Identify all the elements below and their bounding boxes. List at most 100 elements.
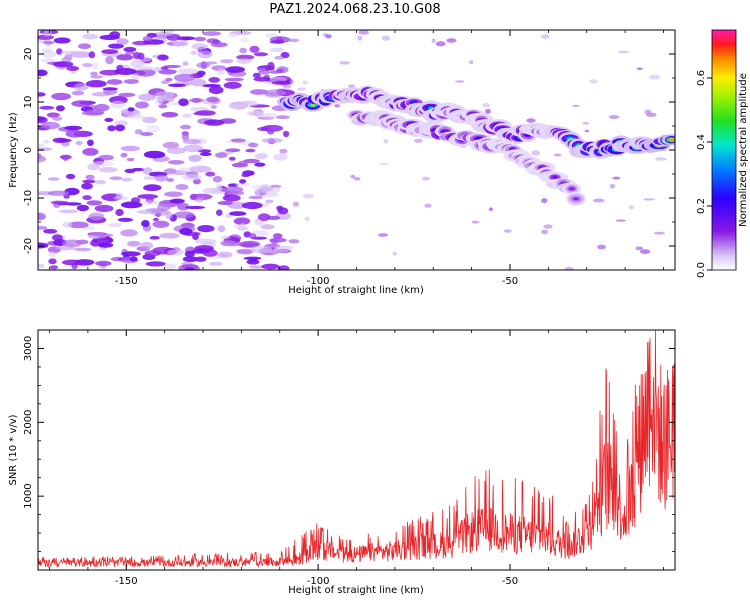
noise-blob [217,225,226,233]
noise-blob [137,194,158,199]
noise-blob [253,76,271,82]
noise-blob [217,68,225,76]
noise-blob [110,100,125,109]
noise-blob [52,116,63,121]
noise-blob [154,98,164,106]
faint-speckle [648,74,661,80]
faint-speckle [589,79,598,84]
faint-speckle [297,87,306,91]
faint-speckle [381,35,391,41]
noise-blob [181,133,190,141]
noise-blob [182,113,192,118]
noise-blob [82,179,96,184]
noise-blob [250,89,269,95]
noise-blob [236,58,252,64]
noise-blob [60,50,82,55]
noise-blob [216,183,223,192]
noise-blob [249,45,260,53]
noise-blob [164,263,177,270]
noise-blob [182,174,202,181]
noise-blob [217,201,233,205]
noise-blob [264,89,287,96]
noise-blob [115,192,124,199]
noise-blob [164,191,183,197]
noise-blob [73,247,92,252]
noise-blob [120,145,141,152]
noise-blob [42,50,57,58]
faint-speckle [553,153,562,157]
noise-blob [72,90,84,96]
noise-blob [135,68,156,77]
noise-blob [38,212,46,221]
noise-blob [98,166,118,173]
faint-speckle [635,246,643,251]
noise-blob [282,130,290,138]
noise-blob [151,32,173,37]
noise-blob [142,36,153,42]
noise-blob [124,51,135,55]
snr-y-label: SNR (10 * v/v) [8,414,19,485]
noise-blob [120,229,138,237]
y-tick-label: 3000 [23,336,34,361]
faint-speckle [526,118,536,123]
noise-blob [38,263,45,269]
noise-blob [254,162,266,167]
noise-blob [191,43,208,50]
noise-blob [166,178,175,182]
noise-blob [146,125,160,133]
noise-blob [179,227,193,236]
faint-speckle [383,139,389,144]
noise-blob [196,62,211,69]
noise-blob [104,117,114,122]
x-tick-label: -50 [502,576,518,587]
noise-blob [157,202,172,211]
x-tick-label: -100 [307,576,330,587]
noise-blob [271,186,280,193]
noise-blob [116,54,134,61]
noise-blob [134,129,143,135]
colorbar-gradient [711,29,737,271]
noise-blob [282,84,292,89]
noise-blob [261,124,284,132]
noise-blob [221,186,244,194]
noise-blob [82,148,99,156]
noise-blob [114,124,126,132]
noise-blob [168,83,186,88]
y-tick-label: 1000 [23,483,34,508]
noise-blob [193,111,210,116]
faint-speckle [302,193,315,199]
noise-blob [140,200,159,205]
noise-blob [202,187,221,194]
noise-blob [160,66,169,70]
noise-blob [71,100,92,107]
noise-blob [230,138,246,143]
faint-speckle [358,30,370,35]
snr-plot-area [38,330,675,568]
noise-blob [39,105,55,110]
noise-blob [81,110,104,116]
colorbar-tick-label: 0.6 [696,70,707,86]
faint-speckle [414,138,423,143]
faint-speckle [469,60,474,65]
noise-blob [169,198,185,204]
noise-blob [98,154,114,161]
noise-blob [123,79,139,84]
noise-blob [143,176,156,181]
faint-speckle [446,38,457,43]
noise-blob [42,40,55,45]
noise-blob [185,205,206,210]
noise-blob [124,168,136,174]
noise-blob [154,174,169,182]
noise-blob [47,177,60,181]
noise-blob [258,70,271,75]
noise-blob [87,139,94,147]
noise-blob [57,138,72,143]
noise-blob [141,220,150,227]
noise-blob [258,186,273,192]
noise-blob [273,153,288,161]
noise-blob [152,217,159,222]
noise-blob [166,147,186,155]
noise-blob [135,101,149,109]
faint-speckle [304,216,310,222]
